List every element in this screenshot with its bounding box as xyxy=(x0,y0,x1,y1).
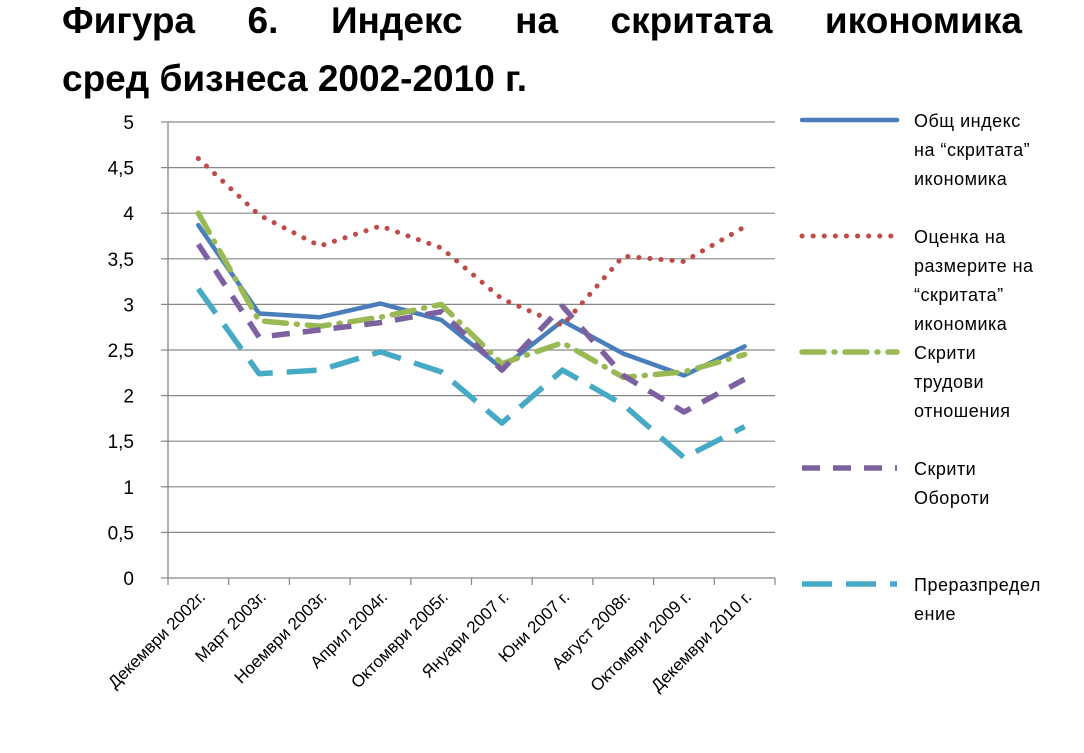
series-lines xyxy=(195,156,748,461)
legend-label: ение xyxy=(914,604,956,624)
legend-label: икономика xyxy=(914,169,1008,189)
y-tick-label: 5 xyxy=(123,113,134,134)
legend-label: отношения xyxy=(914,401,1011,421)
y-tick-label: 3,5 xyxy=(108,250,134,271)
x-tick-label: Декември 2010 г. xyxy=(647,587,755,695)
y-tick-label: 4,5 xyxy=(108,159,134,180)
series-line-0 xyxy=(196,222,747,378)
legend-label: Преразпредел xyxy=(914,575,1041,595)
legend-label: Общ индекс xyxy=(914,111,1021,131)
legend-label: размерите на xyxy=(914,256,1034,276)
axes xyxy=(161,121,776,585)
series-line-2 xyxy=(195,210,748,381)
gridlines xyxy=(168,121,775,534)
x-axis-tick-labels: Декември 2002г.Март 2003г.Ноември 2003г.… xyxy=(104,587,755,695)
y-tick-label: 2 xyxy=(123,387,134,408)
legend-label: на “скритата” xyxy=(914,140,1030,160)
chart-title-line-1: Фигура 6. Индекс на скритата икономика xyxy=(62,0,1022,41)
x-tick-label: Декември 2002г. xyxy=(104,587,209,692)
series-line-3 xyxy=(195,242,746,415)
y-tick-label: 1 xyxy=(123,478,134,499)
chart-title-line-2: сред бизнеса 2002-2010 г. xyxy=(62,58,528,99)
y-tick-label: 3 xyxy=(123,295,134,316)
legend: Общ индекс на “скритата” икономика Оценка н… xyxy=(799,111,1041,624)
y-tick-label: 2,5 xyxy=(108,341,134,362)
legend-label: трудови xyxy=(914,372,984,392)
series-line-1 xyxy=(195,156,748,328)
legend-label: Оценка на xyxy=(914,227,1006,247)
y-axis-tick-labels: 0 0,5 1 1,5 2 2,5 3 3,5 4 4,5 5 xyxy=(108,113,135,590)
y-tick-label: 0,5 xyxy=(108,523,134,544)
x-tick-label: Октомври 2009 г. xyxy=(587,587,695,695)
series-line-4 xyxy=(196,287,746,461)
legend-label: Скрити xyxy=(914,343,976,363)
legend-label: икономика xyxy=(914,314,1008,334)
y-tick-label: 0 xyxy=(123,569,134,590)
legend-label: Скрити xyxy=(914,459,976,479)
y-tick-label: 1,5 xyxy=(108,432,134,453)
y-tick-label: 4 xyxy=(123,204,134,225)
legend-label: “скритата” xyxy=(914,285,1004,305)
legend-label: Обороти xyxy=(914,488,990,508)
